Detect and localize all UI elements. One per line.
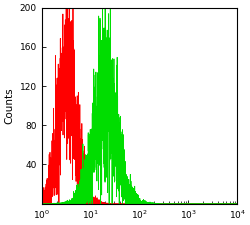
Y-axis label: Counts: Counts: [4, 87, 14, 124]
